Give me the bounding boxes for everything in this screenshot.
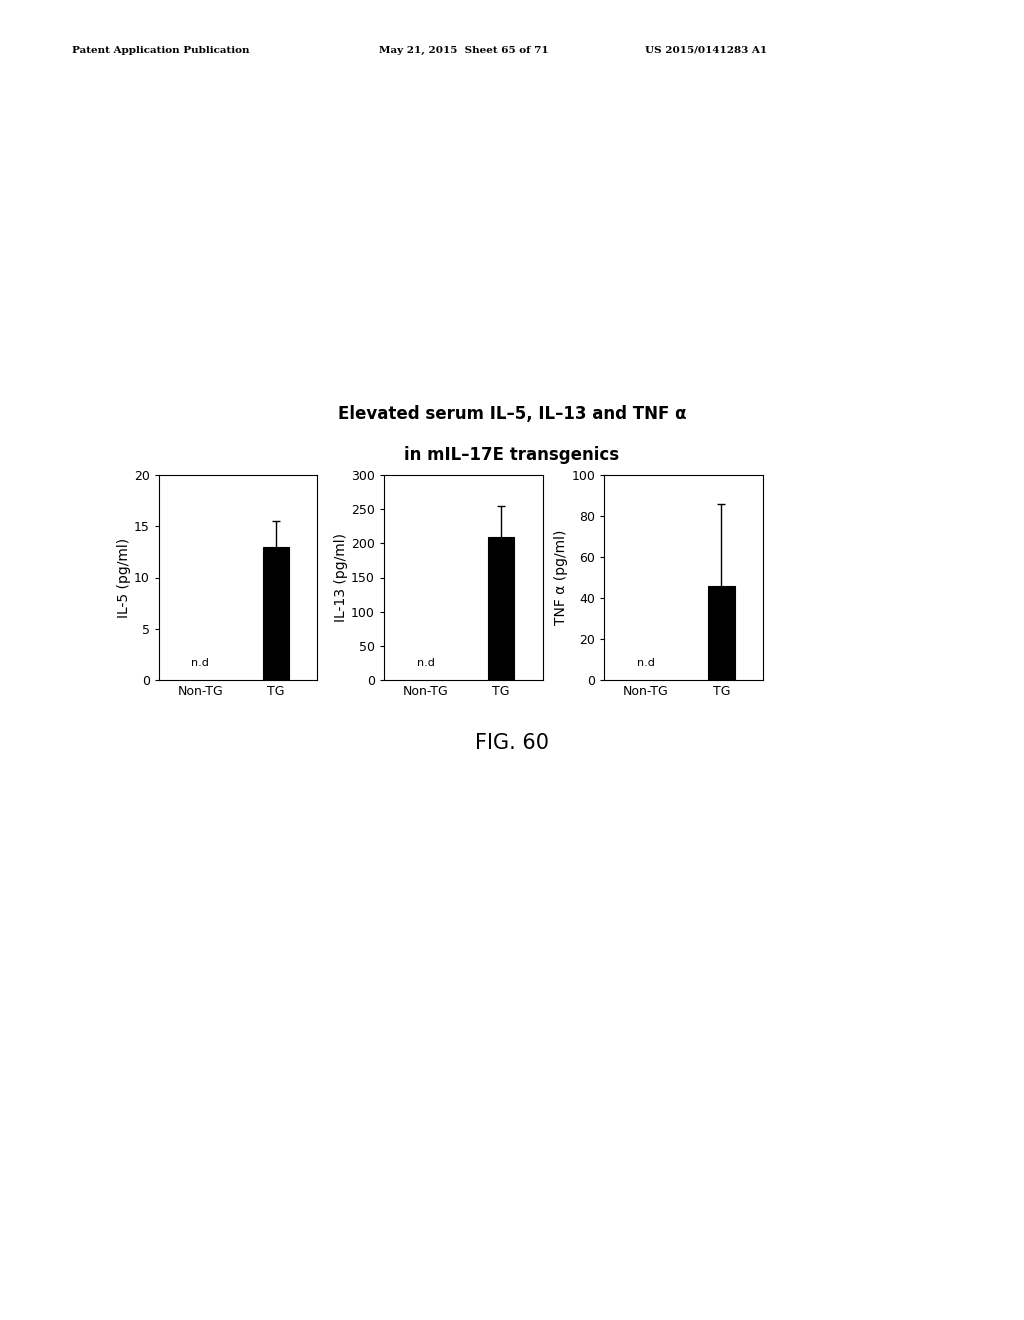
Text: n.d: n.d: [417, 657, 434, 668]
Text: US 2015/0141283 A1: US 2015/0141283 A1: [645, 46, 767, 54]
Text: Patent Application Publication: Patent Application Publication: [72, 46, 249, 54]
Y-axis label: IL-13 (pg/ml): IL-13 (pg/ml): [334, 533, 348, 622]
Y-axis label: IL-5 (pg/ml): IL-5 (pg/ml): [117, 537, 131, 618]
Bar: [708, 586, 734, 680]
Bar: [487, 536, 514, 680]
Text: n.d: n.d: [191, 657, 209, 668]
Bar: [262, 546, 289, 680]
Text: May 21, 2015  Sheet 65 of 71: May 21, 2015 Sheet 65 of 71: [379, 46, 549, 54]
Text: Elevated serum IL–5, IL–13 and TNF α: Elevated serum IL–5, IL–13 and TNF α: [338, 405, 686, 424]
Y-axis label: TNF α (pg/ml): TNF α (pg/ml): [554, 529, 568, 626]
Text: n.d: n.d: [637, 657, 654, 668]
Text: in mIL–17E transgenics: in mIL–17E transgenics: [404, 446, 620, 465]
Text: FIG. 60: FIG. 60: [475, 733, 549, 754]
